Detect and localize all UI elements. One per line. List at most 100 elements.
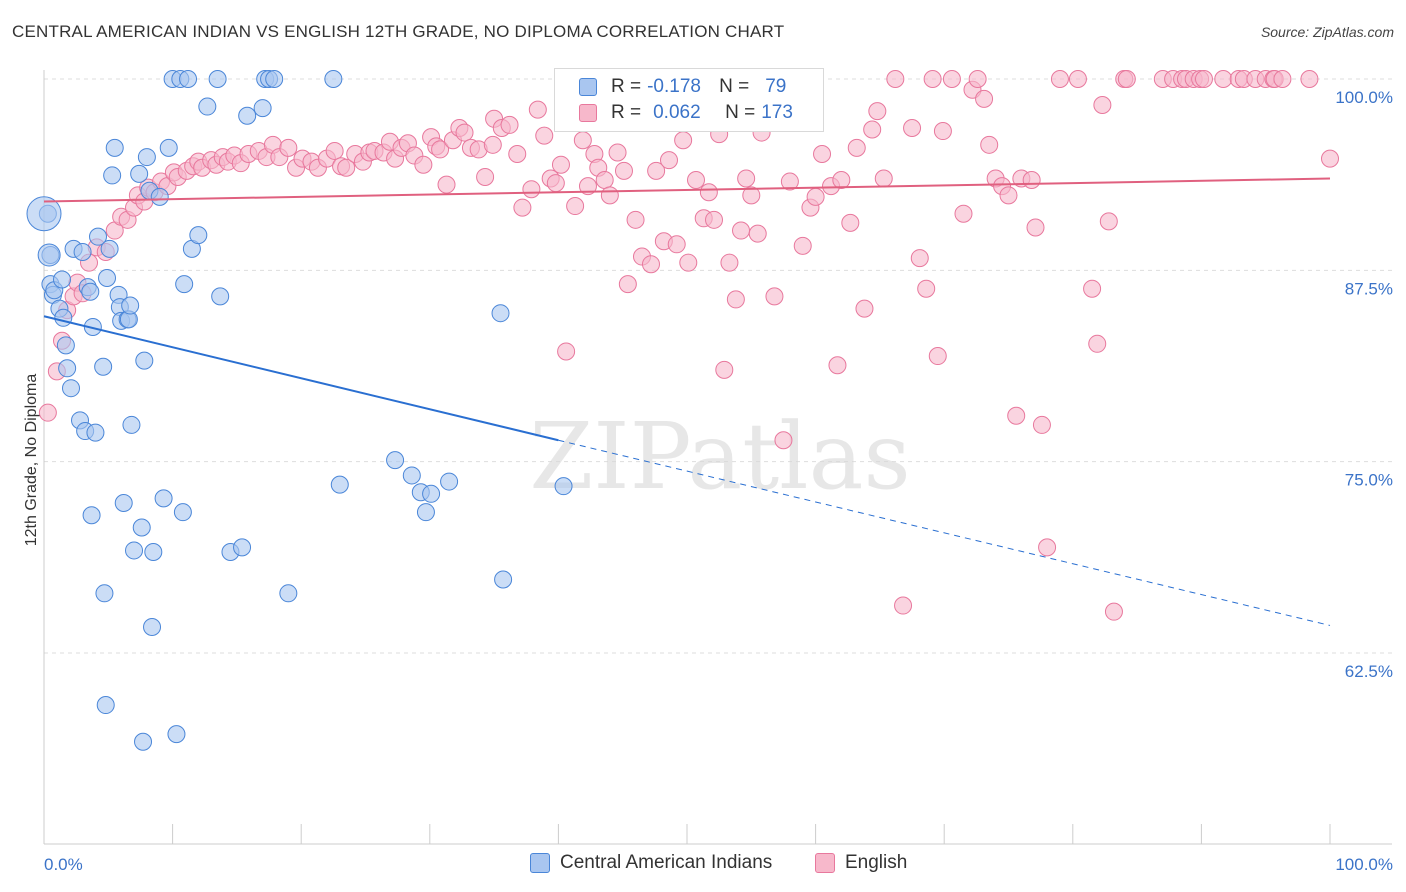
english-point (1194, 70, 1213, 88)
central-american-indians-point (233, 538, 252, 557)
central-american-indians-point (422, 484, 441, 503)
trend-lines (43, 177, 1331, 626)
central-american-indians-point (173, 503, 192, 522)
legend-item-central-american-indians: Central American Indians (530, 852, 772, 874)
central-american-indians-point (494, 570, 513, 589)
english-point (1032, 415, 1051, 434)
english-point (855, 299, 874, 318)
chart-title: CENTRAL AMERICAN INDIAN VS ENGLISH 12TH … (12, 22, 785, 41)
english-point (674, 131, 693, 150)
english-point (980, 135, 999, 154)
english-point (1038, 538, 1057, 557)
central-american-indians-point (175, 275, 194, 294)
r-value: 0.062 (653, 102, 701, 123)
english-point (813, 145, 832, 164)
central-american-indians-point (189, 226, 208, 245)
blue-trend-extension (558, 439, 1331, 626)
english-point (528, 100, 547, 119)
english-point (720, 253, 739, 272)
english-point (476, 167, 495, 186)
english-point (325, 141, 344, 160)
central-american-indians-point (134, 732, 153, 751)
central-american-indians-point (137, 148, 156, 167)
english-point (513, 198, 532, 217)
english-point (535, 126, 554, 145)
central-american-indians-point (86, 423, 105, 442)
english-point (841, 213, 860, 232)
central-american-indians-large-point (26, 196, 62, 232)
english-point (968, 70, 987, 88)
english-point (954, 204, 973, 223)
central-american-indians-point (62, 379, 81, 398)
central-american-indians-points (26, 70, 573, 751)
central-american-indians-point (440, 472, 459, 491)
central-american-indians-point (105, 138, 124, 157)
english-point (910, 249, 929, 268)
y-tick-label: 75.0% (1345, 471, 1393, 490)
english-point (886, 70, 905, 88)
central-american-indians-point (265, 70, 284, 88)
english-point (863, 120, 882, 139)
english-point (765, 287, 784, 306)
english-point (608, 143, 627, 162)
central-american-indians-point (122, 415, 141, 434)
english-points (38, 70, 1339, 621)
central-american-indians-point (179, 70, 198, 88)
english-point (38, 403, 57, 422)
central-american-indians-point (54, 308, 73, 327)
central-american-indians-point (554, 477, 573, 496)
english-point (832, 171, 851, 190)
central-american-indians-point (491, 304, 510, 323)
english-point (595, 171, 614, 190)
english-point (806, 187, 825, 206)
english-point (1117, 70, 1136, 88)
english-point (431, 140, 450, 159)
central-american-indians-point (238, 106, 257, 125)
english-point (1273, 70, 1292, 88)
central-american-indians-point (279, 584, 298, 603)
english-point (793, 236, 812, 255)
central-american-indians-point (82, 506, 101, 525)
english-point (647, 161, 666, 180)
english-point (614, 161, 633, 180)
english-point (742, 186, 761, 205)
central-american-indians-point (125, 541, 144, 560)
english-point (687, 171, 706, 190)
n-value: 79 (765, 76, 787, 97)
english-point (667, 235, 686, 254)
central-american-indians-point (73, 242, 92, 261)
legend-label-blue: Central American Indians (560, 852, 773, 873)
english-point (1321, 149, 1339, 168)
central-american-indians-point (159, 138, 178, 157)
english-point (999, 186, 1018, 205)
english-point (894, 596, 913, 615)
stats-legend: R = -0.178 N = 79 R = 0.062 N = 173 (554, 68, 824, 132)
english-point (917, 279, 936, 298)
english-point (780, 172, 799, 191)
central-american-indians-point (58, 359, 77, 378)
central-american-indians-point (144, 542, 163, 561)
english-point (942, 70, 961, 88)
tick-labels: 100.0% 87.5% 75.0% 62.5% 0.0% 100.0% (44, 88, 1393, 874)
y-tick-label: 62.5% (1345, 662, 1393, 681)
central-american-indians-point (253, 99, 272, 118)
y-tick-label: 100.0% (1335, 88, 1393, 107)
central-american-indians-point (114, 493, 133, 512)
central-american-indians-point (100, 239, 119, 258)
english-point (1022, 171, 1041, 190)
central-american-indians-point (121, 296, 140, 315)
english-point (522, 180, 541, 199)
central-american-indians-point (324, 70, 343, 88)
english-point (903, 118, 922, 137)
central-american-indians-point (132, 518, 151, 537)
english-point (737, 169, 756, 188)
central-american-indians-point (130, 164, 149, 183)
central-american-indians-point (211, 287, 230, 306)
axes (43, 70, 1392, 845)
english-point (1093, 96, 1112, 115)
english-point (726, 290, 745, 309)
central-american-indians-point (96, 696, 115, 715)
english-point (933, 122, 952, 141)
r-value: -0.178 (647, 76, 701, 97)
